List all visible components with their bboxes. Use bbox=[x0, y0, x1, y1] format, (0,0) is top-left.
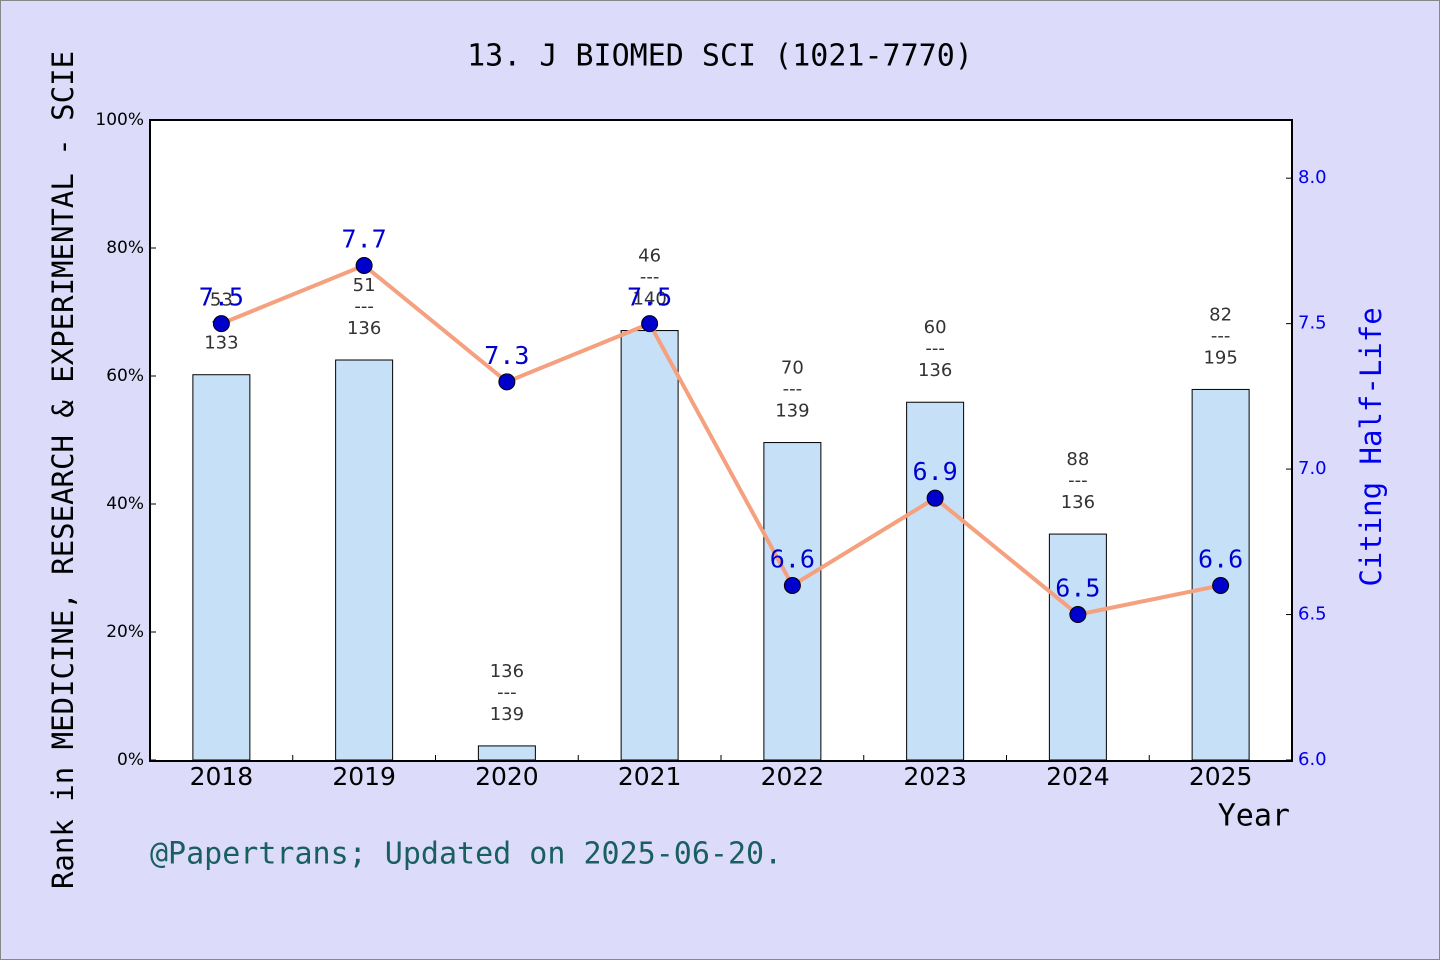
rank-total: 136 bbox=[1061, 492, 1095, 513]
y2-tick-label: 6.5 bbox=[1298, 604, 1327, 625]
rank-separator: --- bbox=[497, 682, 517, 703]
bar bbox=[763, 442, 822, 761]
rank-total: 136 bbox=[918, 360, 952, 381]
rank-total: 140 bbox=[632, 289, 666, 310]
y2-tick-label: 7.5 bbox=[1298, 313, 1327, 334]
line-point bbox=[498, 373, 516, 391]
x-tick-label: 2021 bbox=[618, 762, 682, 791]
point-label: 6.9 bbox=[913, 457, 958, 486]
line bbox=[220, 263, 1222, 617]
point-label: 7.5 bbox=[199, 283, 244, 312]
rank-total: 133 bbox=[204, 333, 238, 354]
y-tick-label: 80% bbox=[106, 238, 144, 258]
line-point bbox=[641, 315, 659, 333]
point-label: 7.5 bbox=[627, 283, 672, 312]
plot-area bbox=[150, 120, 1292, 761]
y-tick-label: 20% bbox=[106, 622, 144, 642]
x-tick-label: 2022 bbox=[761, 762, 825, 791]
x-tick-label: 2019 bbox=[332, 762, 396, 791]
rank-separator: --- bbox=[640, 267, 660, 288]
rank-separator: --- bbox=[783, 379, 803, 400]
bar bbox=[906, 401, 965, 761]
line-point bbox=[1069, 606, 1087, 624]
x-axis-title: Year bbox=[1218, 799, 1290, 834]
rank-total: 139 bbox=[775, 401, 809, 422]
plot-frame bbox=[149, 119, 1293, 762]
rank-label: 46 bbox=[638, 246, 661, 267]
rank-label: 70 bbox=[781, 358, 804, 379]
line-point bbox=[212, 315, 230, 333]
y2-axis-title: Citing Half-Life bbox=[1354, 307, 1388, 586]
y-tick-label: 100% bbox=[95, 110, 144, 130]
footnote: @Papertrans; Updated on 2025-06-20. bbox=[150, 837, 782, 872]
rank-label: 136 bbox=[490, 661, 524, 682]
bar bbox=[1191, 388, 1250, 761]
rank-label: 53 bbox=[210, 290, 233, 311]
bar bbox=[192, 374, 251, 761]
y2-tick-label: 6.0 bbox=[1298, 749, 1327, 770]
x-tick-label: 2024 bbox=[1046, 762, 1110, 791]
y-tick-label: 40% bbox=[106, 494, 144, 514]
rank-separator: --- bbox=[1068, 470, 1088, 491]
y2-tick-label: 8.0 bbox=[1298, 167, 1327, 188]
rank-label: 82 bbox=[1209, 304, 1232, 325]
x-tick-label: 2023 bbox=[903, 762, 967, 791]
point-label: 7.3 bbox=[484, 341, 529, 370]
rank-label: 60 bbox=[924, 317, 947, 338]
y-tick-label: 0% bbox=[117, 750, 144, 770]
line-point bbox=[783, 576, 801, 594]
bar bbox=[477, 745, 536, 761]
y-axis-title: Rank in MEDICINE, RESEARCH & EXPERIMENTA… bbox=[46, 51, 80, 889]
bar bbox=[335, 359, 394, 761]
point-label: 7.7 bbox=[342, 224, 387, 253]
rank-separator: --- bbox=[1211, 325, 1231, 346]
y2-tick-label: 7.0 bbox=[1298, 458, 1327, 479]
point-label: 6.5 bbox=[1055, 574, 1100, 603]
rank-label: 51 bbox=[353, 275, 376, 296]
x-tick-label: 2025 bbox=[1189, 762, 1253, 791]
x-tick-label: 2020 bbox=[475, 762, 539, 791]
rank-total: 136 bbox=[347, 318, 381, 339]
rank-label: 88 bbox=[1066, 449, 1089, 470]
line-point bbox=[1212, 576, 1230, 594]
point-label: 6.6 bbox=[1198, 544, 1243, 573]
bar bbox=[620, 330, 679, 761]
chart-title: 13. J BIOMED SCI (1021-7770) bbox=[467, 39, 973, 74]
point-label: 6.6 bbox=[770, 544, 815, 573]
y-tick-label: 60% bbox=[106, 366, 144, 386]
x-tick-label: 2018 bbox=[190, 762, 254, 791]
rank-separator: --- bbox=[354, 296, 374, 317]
bar bbox=[1048, 533, 1107, 761]
rank-total: 139 bbox=[490, 704, 524, 725]
rank-separator: --- bbox=[925, 338, 945, 359]
line-point bbox=[926, 489, 944, 507]
rank-total: 195 bbox=[1203, 347, 1237, 368]
line-point bbox=[355, 256, 373, 274]
